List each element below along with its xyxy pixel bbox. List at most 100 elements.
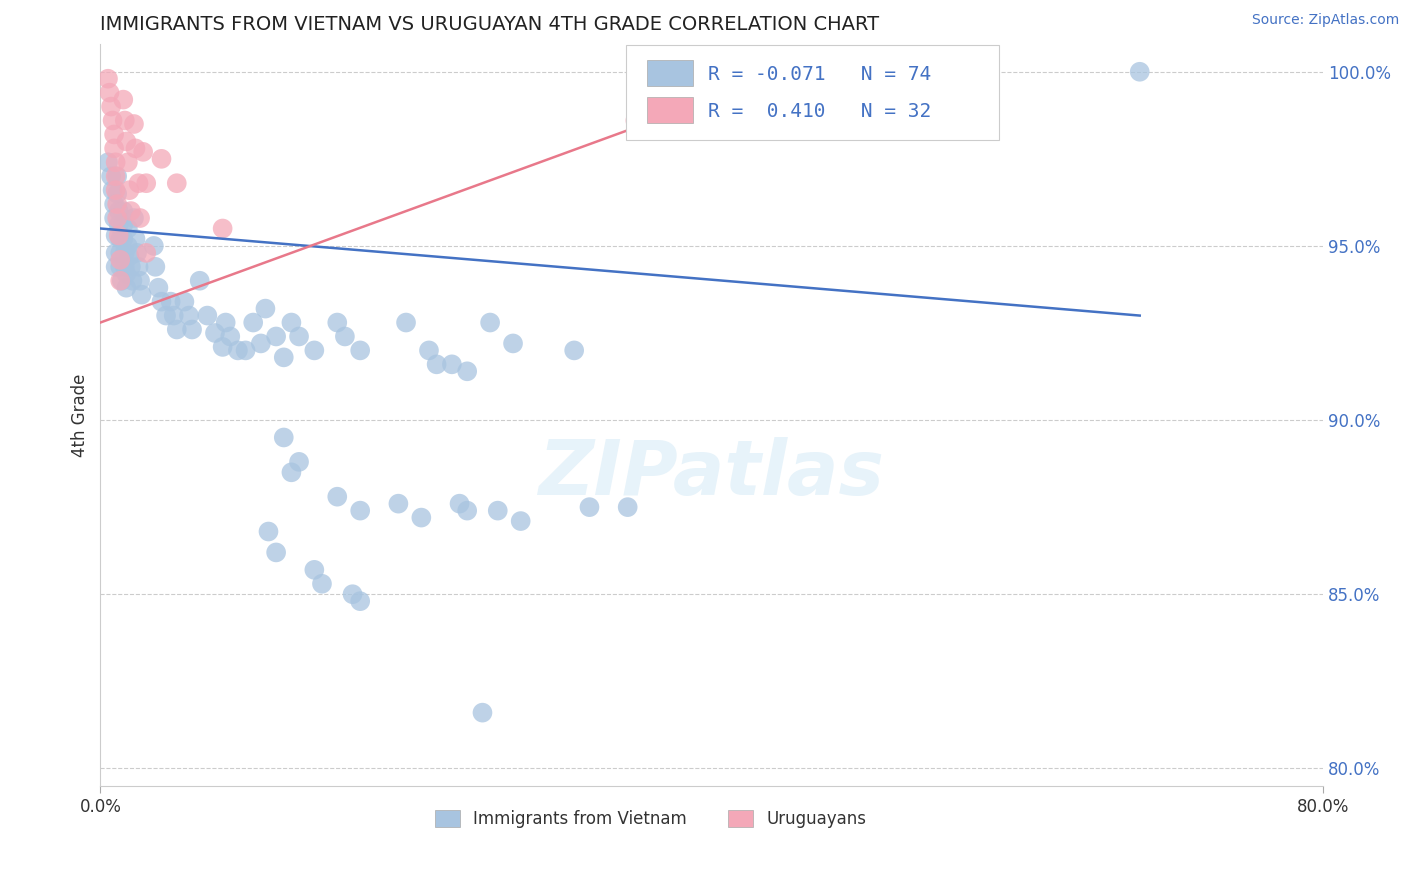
Point xyxy=(288,329,311,343)
Point xyxy=(173,294,195,309)
Point xyxy=(155,309,177,323)
Point xyxy=(98,86,121,100)
Point xyxy=(103,211,125,225)
Point xyxy=(104,155,127,169)
Point xyxy=(226,343,249,358)
Point xyxy=(110,245,132,260)
Point xyxy=(122,211,145,225)
Text: R =  0.410   N = 32: R = 0.410 N = 32 xyxy=(709,102,931,121)
Point xyxy=(131,287,153,301)
FancyBboxPatch shape xyxy=(647,61,693,87)
Point xyxy=(326,316,349,330)
Point xyxy=(418,343,440,358)
Point xyxy=(647,120,669,135)
Point xyxy=(107,228,129,243)
FancyBboxPatch shape xyxy=(647,97,693,123)
Point xyxy=(304,343,326,358)
Point xyxy=(235,343,257,358)
Point xyxy=(112,204,135,219)
Point xyxy=(280,465,302,479)
Point xyxy=(502,336,524,351)
Point xyxy=(103,128,125,142)
Text: R = -0.071   N = 74: R = -0.071 N = 74 xyxy=(709,65,931,84)
Point xyxy=(110,260,132,274)
Point xyxy=(105,169,128,184)
Point xyxy=(114,113,136,128)
Point xyxy=(103,197,125,211)
Point xyxy=(104,183,127,197)
Point xyxy=(326,490,349,504)
Point xyxy=(110,252,132,267)
Point xyxy=(105,197,128,211)
Point xyxy=(486,503,509,517)
Point xyxy=(120,204,142,219)
Point xyxy=(122,117,145,131)
Point xyxy=(104,245,127,260)
Point xyxy=(124,141,146,155)
Point xyxy=(135,245,157,260)
Point xyxy=(288,455,311,469)
Point xyxy=(1129,64,1152,78)
Point xyxy=(125,245,148,260)
Text: ZIPatlas: ZIPatlas xyxy=(538,437,884,511)
Point xyxy=(387,497,409,511)
Point xyxy=(121,274,143,288)
Point xyxy=(195,309,218,323)
Point xyxy=(128,260,150,274)
Point xyxy=(159,294,181,309)
Point xyxy=(114,260,136,274)
Point xyxy=(112,93,135,107)
Point xyxy=(97,155,120,169)
Point xyxy=(242,316,264,330)
Point xyxy=(211,340,233,354)
Point xyxy=(211,221,233,235)
Point xyxy=(128,176,150,190)
Point xyxy=(117,155,139,169)
Point xyxy=(117,221,139,235)
Point xyxy=(150,294,173,309)
Point xyxy=(349,343,371,358)
Point xyxy=(142,239,165,253)
Point xyxy=(104,228,127,243)
Point xyxy=(188,274,211,288)
Point xyxy=(104,169,127,184)
Point xyxy=(440,357,463,371)
Point xyxy=(456,364,478,378)
Point xyxy=(304,563,326,577)
Point xyxy=(114,245,136,260)
Point xyxy=(254,301,277,316)
Point xyxy=(120,260,142,274)
Point xyxy=(333,329,356,343)
Point xyxy=(257,524,280,539)
Point xyxy=(115,267,138,281)
Point xyxy=(104,260,127,274)
Point xyxy=(117,239,139,253)
Y-axis label: 4th Grade: 4th Grade xyxy=(72,373,89,457)
Point xyxy=(215,316,238,330)
Point xyxy=(426,357,449,371)
Point xyxy=(280,316,302,330)
Point xyxy=(132,145,155,159)
Point xyxy=(118,249,141,263)
Point xyxy=(562,343,585,358)
Point xyxy=(471,706,494,720)
Point xyxy=(624,113,647,128)
Point xyxy=(349,503,371,517)
Point xyxy=(107,218,129,232)
Point xyxy=(135,176,157,190)
Point xyxy=(509,514,531,528)
Point xyxy=(103,141,125,155)
Point xyxy=(101,183,124,197)
Point xyxy=(100,99,122,113)
Point xyxy=(578,500,600,515)
Point xyxy=(250,336,273,351)
Point xyxy=(105,186,128,201)
Point xyxy=(148,281,170,295)
Point xyxy=(181,322,204,336)
Point xyxy=(129,211,152,225)
Point xyxy=(311,576,333,591)
Point xyxy=(118,183,141,197)
Point xyxy=(110,274,132,288)
Point xyxy=(273,351,295,365)
Point xyxy=(150,152,173,166)
